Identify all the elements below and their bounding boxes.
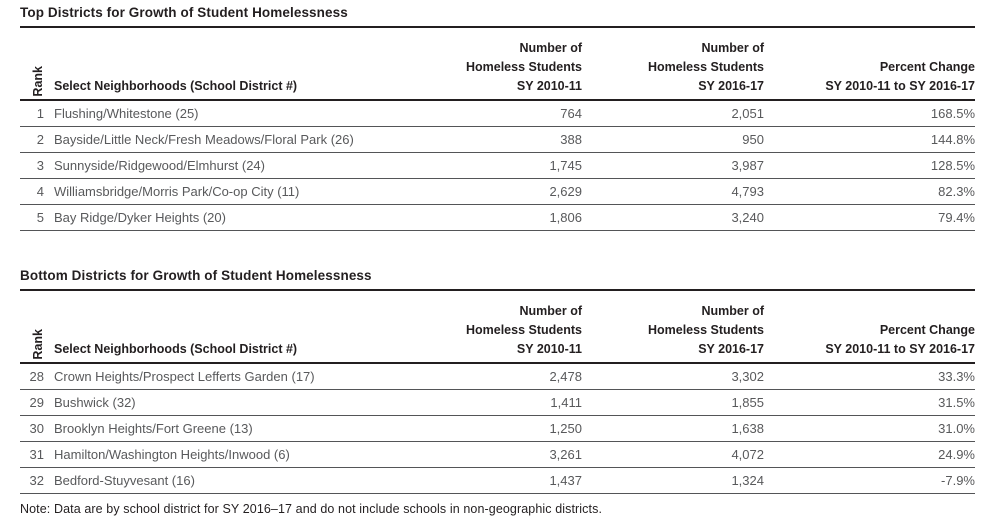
table-row: 2 Bayside/Little Neck/Fresh Meadows/Flor… [20,127,975,153]
cell-neighborhood: Brooklyn Heights/Fort Greene (13) [54,421,253,436]
cell-homeless-2016: 1,855 [731,395,764,410]
cell-neighborhood: Williamsbridge/Morris Park/Co-op City (1… [54,184,300,199]
cell-rank: 28 [29,369,44,384]
table-row: 3 Sunnyside/Ridgewood/Elmhurst (24) 1,74… [20,153,975,179]
cell-rank: 32 [29,473,44,488]
cell-percent-change: 144.8% [930,132,975,147]
cell-neighborhood: Flushing/Whitestone (25) [54,106,199,121]
cell-homeless-2016: 3,987 [731,158,764,173]
cell-rank: 2 [36,132,44,147]
cell-neighborhood: Bushwick (32) [54,395,136,410]
cell-rank: 3 [36,158,44,173]
cell-homeless-2010: 1,250 [549,421,582,436]
table-header-row: Rank Select Neighborhoods (School Distri… [20,39,975,101]
table-title-top-districts: Top Districts for Growth of Student Home… [20,5,975,28]
cell-percent-change: -7.9% [941,473,975,488]
cell-homeless-2010: 1,806 [549,210,582,225]
cell-neighborhood: Bay Ridge/Dyker Heights (20) [54,210,226,225]
cell-homeless-2010: 764 [560,106,582,121]
cell-percent-change: 31.5% [938,395,975,410]
cell-neighborhood: Sunnyside/Ridgewood/Elmhurst (24) [54,158,265,173]
cell-homeless-2016: 4,793 [731,184,764,199]
table-row: 28 Crown Heights/Prospect Lefferts Garde… [20,364,975,390]
column-header-rank-cell: Rank [20,39,46,97]
cell-rank: 30 [29,421,44,436]
column-header-homeless-2010: Number of Homeless Students SY 2010-11 [465,41,582,93]
cell-homeless-2010: 3,261 [549,447,582,462]
column-header-rank-cell: Rank [20,302,46,360]
table-row: 30 Brooklyn Heights/Fort Greene (13) 1,2… [20,416,975,442]
cell-percent-change: 168.5% [930,106,975,121]
cell-neighborhood: Hamilton/Washington Heights/Inwood (6) [54,447,290,462]
cell-homeless-2010: 388 [560,132,582,147]
table-top-districts: Top Districts for Growth of Student Home… [20,5,975,231]
cell-percent-change: 79.4% [938,210,975,225]
cell-homeless-2016: 1,638 [731,421,764,436]
cell-neighborhood: Bedford-Stuyvesant (16) [54,473,195,488]
cell-homeless-2016: 3,302 [731,369,764,384]
cell-homeless-2010: 2,478 [549,369,582,384]
cell-rank: 31 [29,447,44,462]
table-bottom-districts: Bottom Districts for Growth of Student H… [20,268,975,494]
column-header-rank: Rank [31,66,45,97]
column-header-neighborhoods: Select Neighborhoods (School District #) [54,342,298,356]
cell-rank: 5 [36,210,44,225]
cell-homeless-2016: 1,324 [731,473,764,488]
cell-rank: 4 [36,184,44,199]
column-header-rank: Rank [31,329,45,360]
cell-homeless-2010: 2,629 [549,184,582,199]
cell-homeless-2010: 1,411 [550,395,582,410]
column-header-neighborhoods: Select Neighborhoods (School District #) [54,79,298,93]
table-row: 4 Williamsbridge/Morris Park/Co-op City … [20,179,975,205]
cell-percent-change: 82.3% [938,184,975,199]
cell-homeless-2016: 4,072 [731,447,764,462]
table-header-row: Rank Select Neighborhoods (School Distri… [20,302,975,364]
table-row: 32 Bedford-Stuyvesant (16) 1,437 1,324 -… [20,468,975,494]
column-header-percent-change: Percent Change SY 2010-11 to SY 2016-17 [825,323,975,356]
footnote: Note: Data are by school district for SY… [20,502,603,516]
column-header-homeless-2016: Number of Homeless Students SY 2016-17 [647,41,764,93]
cell-homeless-2016: 950 [742,132,764,147]
column-header-homeless-2010: Number of Homeless Students SY 2010-11 [465,304,582,356]
cell-homeless-2016: 3,240 [731,210,764,225]
cell-percent-change: 33.3% [938,369,975,384]
table-row: 29 Bushwick (32) 1,411 1,855 31.5% [20,390,975,416]
cell-percent-change: 31.0% [938,421,975,436]
cell-percent-change: 128.5% [930,158,975,173]
table-row: 31 Hamilton/Washington Heights/Inwood (6… [20,442,975,468]
cell-rank: 1 [36,106,44,121]
column-header-percent-change: Percent Change SY 2010-11 to SY 2016-17 [825,60,975,93]
column-header-homeless-2016: Number of Homeless Students SY 2016-17 [647,304,764,356]
cell-rank: 29 [29,395,44,410]
cell-neighborhood: Bayside/Little Neck/Fresh Meadows/Floral… [54,132,354,147]
table-row: 5 Bay Ridge/Dyker Heights (20) 1,806 3,2… [20,205,975,231]
cell-neighborhood: Crown Heights/Prospect Lefferts Garden (… [54,369,315,384]
cell-homeless-2010: 1,437 [549,473,582,488]
table-row: 1 Flushing/Whitestone (25) 764 2,051 168… [20,101,975,127]
table-title-bottom-districts: Bottom Districts for Growth of Student H… [20,268,975,291]
cell-homeless-2010: 1,745 [549,158,582,173]
cell-percent-change: 24.9% [938,447,975,462]
cell-homeless-2016: 2,051 [731,106,764,121]
